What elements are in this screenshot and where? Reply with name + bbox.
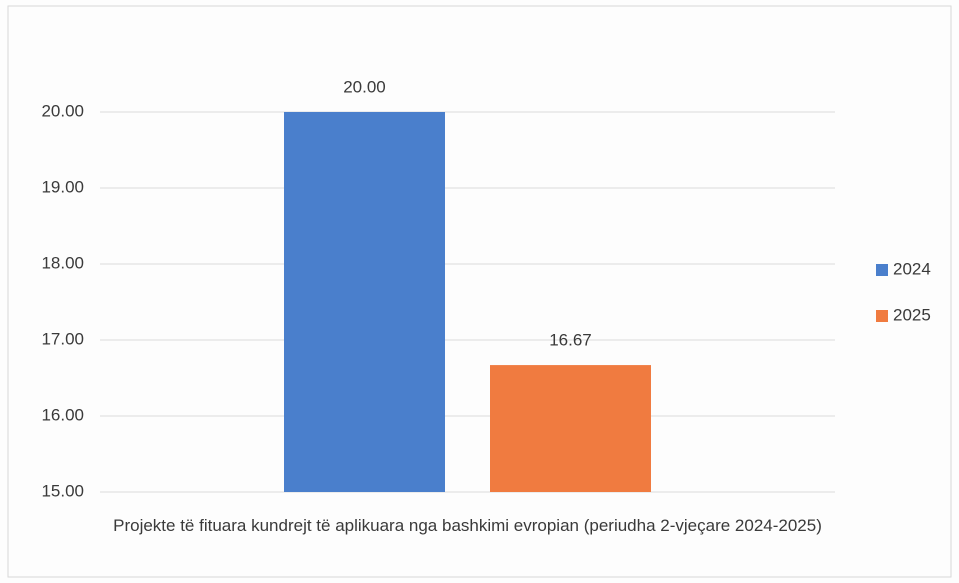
y-tick-label: 20.00	[41, 101, 84, 120]
data-label: 16.67	[549, 331, 592, 350]
y-tick-label: 18.00	[41, 253, 84, 272]
legend-label: 2025	[893, 305, 931, 324]
y-tick-label: 17.00	[41, 329, 84, 348]
bar	[490, 365, 651, 492]
legend-swatch	[876, 264, 888, 276]
y-tick-label: 15.00	[41, 481, 84, 500]
legend-swatch	[876, 310, 888, 322]
y-tick-label: 19.00	[41, 177, 84, 196]
data-label: 20.00	[343, 77, 386, 96]
y-tick-label: 16.00	[41, 405, 84, 424]
legend-label: 2024	[893, 259, 931, 278]
chart-border	[7, 5, 952, 578]
bar	[284, 112, 445, 492]
x-tick-label: Projekte të fituara kundrejt të aplikuar…	[113, 516, 822, 535]
